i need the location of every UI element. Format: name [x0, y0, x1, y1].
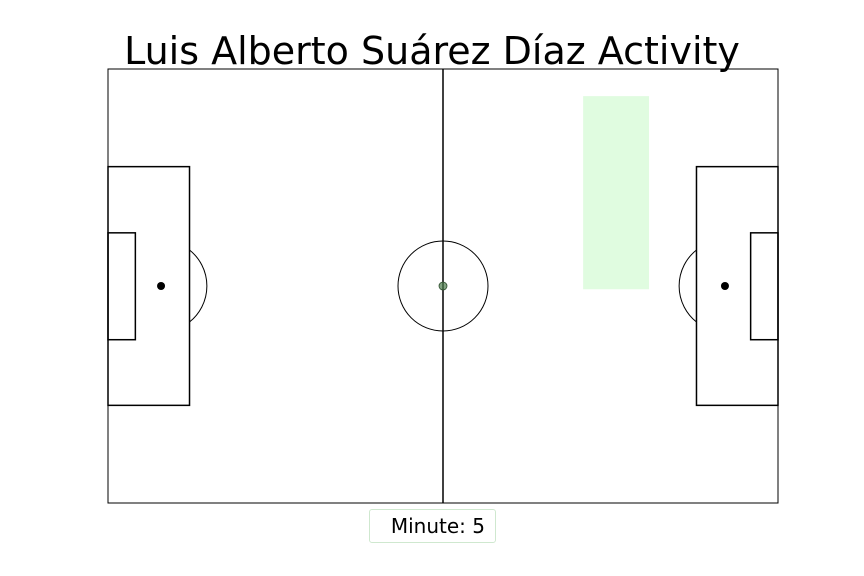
minute-label: Minute: 5: [390, 514, 485, 538]
right-penalty-arc: [678, 249, 697, 323]
left-six-yard-box: [107, 232, 137, 341]
right-penalty-spot: [720, 282, 729, 290]
right-six-yard-box: [749, 232, 779, 341]
left-penalty-arc: [189, 249, 208, 323]
right-penalty-area: [695, 165, 779, 407]
minute-legend: Minute: 5: [369, 509, 496, 543]
chart-title: Luis Alberto Suárez Díaz Activity: [124, 29, 740, 73]
left-penalty-spot: [157, 282, 166, 290]
ball-marker: [438, 281, 448, 291]
left-penalty-area: [107, 165, 191, 407]
center-circle: [397, 240, 489, 332]
